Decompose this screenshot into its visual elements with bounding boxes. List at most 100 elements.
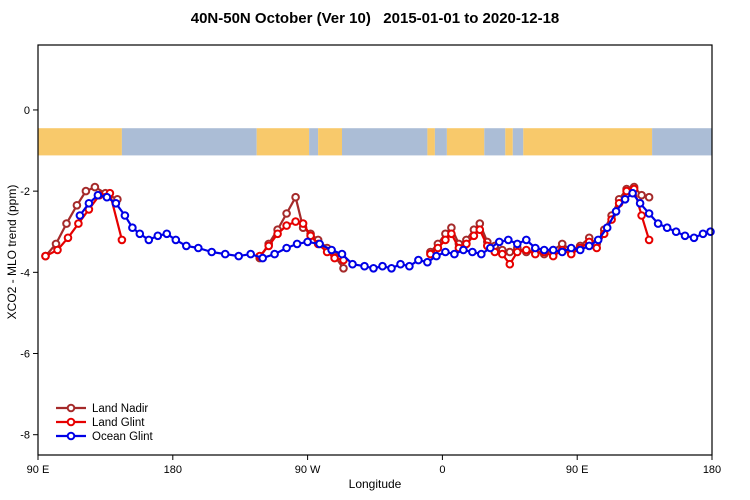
data-point-ocean-glint — [120, 211, 130, 220]
data-point-ocean-glint — [468, 247, 477, 257]
chart-title: 40N-50N October (Ver 10) 2015-01-01 to 2… — [190, 10, 560, 27]
data-point-land-glint — [513, 247, 522, 257]
data-point-ocean-glint — [387, 264, 396, 273]
data-point-land-nadir — [72, 201, 82, 210]
data-point-land-glint — [117, 235, 127, 245]
data-point-ocean-glint — [162, 229, 172, 239]
data-point-ocean-glint — [207, 247, 216, 257]
data-point-ocean-glint — [144, 235, 154, 245]
data-point-ocean-glint — [111, 199, 121, 208]
data-point-ocean-glint — [75, 211, 85, 220]
data-point-land-nadir — [637, 190, 646, 200]
data-point-land-glint — [291, 217, 300, 226]
data-point-ocean-glint — [584, 241, 594, 251]
map-band-land — [446, 128, 485, 156]
x-tick-label: 180 — [703, 464, 721, 476]
data-point-ocean-glint — [486, 243, 495, 253]
data-point-land-nadir — [644, 192, 654, 202]
map-band-land — [256, 128, 310, 156]
legend-label-land-nadir: Land Nadir — [92, 403, 148, 415]
plot-border — [37, 44, 713, 456]
data-point-ocean-glint — [513, 239, 522, 249]
data-point-land-nadir — [90, 182, 100, 192]
data-point-ocean-glint — [128, 223, 137, 232]
map-band-land — [505, 128, 513, 156]
data-point-ocean-glint — [414, 255, 423, 265]
data-point-land-nadir — [81, 186, 91, 196]
y-tick-label: -2 — [20, 186, 30, 198]
legend-label-ocean-glint: Ocean Glint — [92, 431, 154, 443]
data-point-ocean-glint — [405, 261, 414, 271]
data-point-ocean-glint — [653, 219, 663, 228]
data-point-ocean-glint — [495, 237, 504, 247]
data-point-ocean-glint — [557, 247, 567, 257]
data-point-land-glint — [273, 229, 282, 239]
data-point-ocean-glint — [531, 243, 540, 253]
data-point-ocean-glint — [292, 239, 302, 249]
data-point-ocean-glint — [548, 245, 558, 255]
data-point-land-glint — [469, 231, 479, 241]
data-point-ocean-glint — [662, 223, 672, 232]
map-band-ocean — [484, 128, 506, 156]
x-tick-label: 90 E — [27, 464, 50, 476]
map-band-ocean — [309, 128, 319, 156]
data-point-land-glint — [441, 235, 450, 245]
map-band-land — [38, 128, 122, 156]
data-point-ocean-glint — [644, 209, 654, 218]
data-point-ocean-glint — [84, 199, 94, 208]
data-point-ocean-glint — [396, 259, 405, 269]
data-point-ocean-glint — [628, 188, 637, 198]
data-point-ocean-glint — [566, 243, 576, 253]
data-point-ocean-glint — [706, 227, 715, 236]
data-point-ocean-glint — [327, 245, 336, 255]
data-point-ocean-glint — [93, 190, 103, 200]
data-point-ocean-glint — [315, 239, 324, 249]
data-point-ocean-glint — [620, 195, 630, 204]
data-point-ocean-glint — [378, 261, 387, 271]
data-point-ocean-glint — [459, 245, 468, 255]
data-point-ocean-glint — [680, 231, 690, 241]
data-point-land-glint — [53, 245, 62, 255]
data-point-ocean-glint — [611, 207, 621, 216]
data-point-land-nadir — [291, 192, 300, 202]
data-point-land-glint — [475, 225, 485, 234]
data-point-land-glint — [41, 251, 50, 261]
y-tick-label: -4 — [20, 267, 30, 279]
data-point-ocean-glint — [270, 249, 279, 259]
data-point-ocean-glint — [689, 233, 699, 243]
data-point-land-nadir — [62, 219, 71, 228]
data-point-ocean-glint — [602, 223, 612, 232]
y-tick-label: 0 — [24, 105, 30, 117]
data-point-ocean-glint — [504, 235, 513, 245]
data-point-land-glint — [644, 235, 654, 245]
data-point-ocean-glint — [153, 231, 163, 241]
data-point-land-nadir — [505, 247, 515, 257]
data-point-land-glint — [637, 211, 646, 220]
x-tick-label: 90 E — [566, 464, 589, 476]
map-band-ocean — [121, 128, 257, 156]
data-point-ocean-glint — [194, 243, 203, 253]
data-point-ocean-glint — [348, 259, 357, 269]
data-point-land-glint — [282, 221, 291, 230]
data-point-ocean-glint — [234, 251, 243, 261]
data-point-ocean-glint — [337, 249, 347, 259]
data-point-ocean-glint — [258, 253, 268, 263]
data-point-land-glint — [330, 253, 339, 263]
data-point-ocean-glint — [575, 245, 585, 255]
data-point-land-glint — [447, 229, 456, 239]
data-point-ocean-glint — [635, 199, 645, 208]
data-point-land-glint — [592, 243, 602, 253]
data-point-ocean-glint — [282, 243, 291, 253]
x-tick-label: 0 — [439, 464, 445, 476]
data-point-land-glint — [505, 259, 515, 269]
map-band-ocean — [512, 128, 524, 156]
data-point-ocean-glint — [369, 264, 378, 273]
data-point-ocean-glint — [423, 257, 432, 267]
map-band-land — [427, 128, 435, 156]
map-band-ocean — [342, 128, 428, 156]
data-point-ocean-glint — [593, 235, 603, 245]
legend-marker-ocean-glint — [66, 431, 76, 441]
legend-marker-land-glint — [66, 417, 76, 427]
data-point-land-glint — [498, 249, 507, 259]
